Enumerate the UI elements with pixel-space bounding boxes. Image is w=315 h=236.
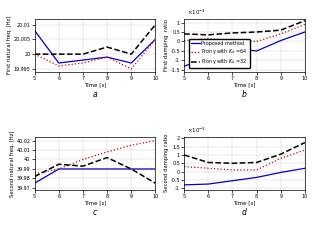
X-axis label: Time [s]: Time [s] <box>233 82 256 87</box>
Text: a: a <box>93 90 97 99</box>
Text: b: b <box>242 90 247 99</box>
Legend: Proposed method, Prony with $K_d$ =64, Prony with $K_d$ =32: Proposed method, Prony with $K_d$ =64, P… <box>189 39 249 68</box>
Y-axis label: Second damping ratio: Second damping ratio <box>164 134 169 193</box>
Y-axis label: Second natural freq. [Hz]: Second natural freq. [Hz] <box>10 130 15 197</box>
Text: $\times10^{-3}$: $\times10^{-3}$ <box>186 126 206 135</box>
X-axis label: Time [s]: Time [s] <box>233 200 256 205</box>
X-axis label: Time [s]: Time [s] <box>84 200 106 205</box>
X-axis label: Time [s]: Time [s] <box>84 82 106 87</box>
Text: d: d <box>242 208 247 217</box>
Text: c: c <box>93 208 97 217</box>
Text: $\times10^{-3}$: $\times10^{-3}$ <box>186 8 206 17</box>
Y-axis label: First natural freq. [Hz]: First natural freq. [Hz] <box>7 16 12 75</box>
Y-axis label: First damping  ratio: First damping ratio <box>164 19 169 71</box>
